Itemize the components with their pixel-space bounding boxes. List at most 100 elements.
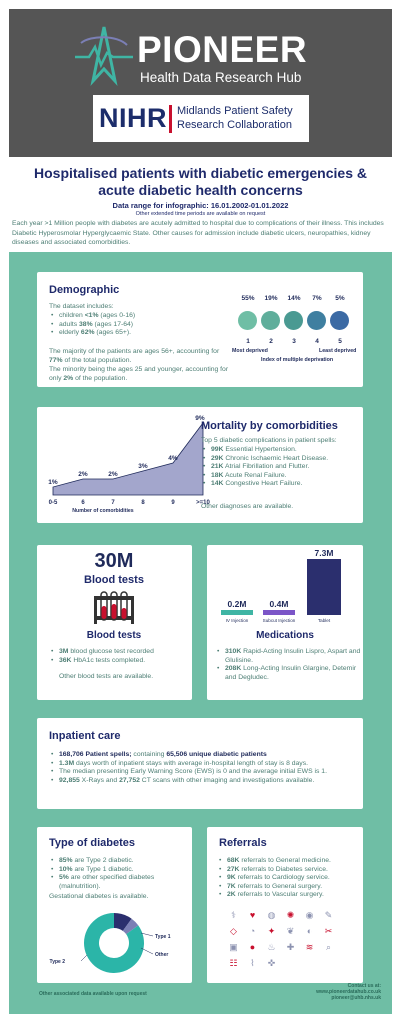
nihr-mark: NIHR <box>99 103 167 133</box>
comorbidity-tick-label: >=10 <box>196 500 210 506</box>
blood-tests-total: 30M <box>94 550 134 572</box>
medications-heading: Medications <box>256 630 314 641</box>
lungs-icon: ❦ <box>286 926 295 936</box>
mortality-item: 18K Acute Renal Failure. <box>201 472 359 481</box>
deprivation-percent: 55% <box>241 295 255 302</box>
brain-icon: ✺ <box>286 910 295 920</box>
deprivation-circle <box>284 311 303 330</box>
mortality-list: 99K Essential Hypertension. 29K Chronic … <box>201 446 359 489</box>
inpatient-item: 92,855 X-Rays and 27,752 CT scans with o… <box>49 777 359 786</box>
eye-icon: ◉ <box>305 910 314 920</box>
demographic-list: children <1% (ages 0-16) adults 38% (age… <box>49 312 219 338</box>
medication-bar <box>221 610 253 615</box>
referral-item: 7K referrals to General surgery. <box>217 883 361 892</box>
medication-item: 310K Rapid-Acting Insulin Lispro, Aspart… <box>215 648 361 665</box>
donut-label: Other <box>155 952 168 958</box>
inpatient-item: 1.3M days worth of inpatient stays with … <box>49 760 359 769</box>
intro-text: Each year >1 Million people with diabete… <box>12 220 384 246</box>
medication-item: 208K Long-Acting Insulin Glargine, Detem… <box>215 665 361 682</box>
deprivation-percent: 14% <box>287 295 301 302</box>
deprivation-circle <box>330 311 349 330</box>
comorbidity-data-label: 1% <box>48 479 58 486</box>
pioneer-logo-icon <box>75 26 133 87</box>
referrals-list: 68K referrals to General medicine. 27K r… <box>217 857 361 900</box>
diabetes-type-slice <box>122 918 139 935</box>
medications-card: 0.2M IV Injection 0.4M Subcut Injection 7.3M… <box>207 545 363 700</box>
deprivation-circle <box>307 311 326 330</box>
referral-item: 68K referrals to General medicine. <box>217 857 361 866</box>
ambulance-icon: ✚ <box>286 942 295 952</box>
comorbidity-x-label: Number of comorbidities <box>72 508 134 514</box>
medication-bar-value: 0.4M <box>269 599 289 609</box>
inpatient-card: Inpatient care 168,706 Patient spells; c… <box>37 718 363 809</box>
pioneer-logo: PIONEER Health Data Research Hub <box>9 23 392 87</box>
comorbidity-data-label: 4% <box>168 455 178 462</box>
droplet-icon: ● <box>249 942 256 952</box>
mortality-item: 99K Essential Hypertension. <box>201 446 359 455</box>
demographic-includes: The dataset includes: <box>49 303 114 310</box>
date-range: Data range for infographic: 16.01.2002-0… <box>112 201 289 210</box>
mortality-item: 14K Congestive Heart Failure. <box>201 480 359 489</box>
page-title: Hospitalised patients with diabetic emer… <box>34 165 367 198</box>
deprivation-rank: 2 <box>269 338 273 345</box>
donut-label: Type 2 <box>50 959 66 965</box>
deprivation-rank: 4 <box>315 338 319 345</box>
medication-bar <box>307 559 341 615</box>
syringe-icon: ✎ <box>324 910 333 920</box>
donut-label: Type 1 <box>155 934 171 940</box>
contact-email[interactable]: pioneer@uhb.nhs.uk <box>331 995 381 1001</box>
medication-bar-label: IV Injection <box>225 618 249 623</box>
bone-icon: ✦ <box>267 926 276 936</box>
demographic-note-majority: The majority of the patients are ages 56… <box>49 348 220 364</box>
inpatient-list: 168,706 Patient spells; containing 65,50… <box>49 751 359 785</box>
deprivation-percent: 19% <box>264 295 278 302</box>
blood-tests-list: 3M blood glucose test recorded 36K HbA1c… <box>49 648 189 665</box>
demographic-heading: Demographic <box>49 284 120 296</box>
tooth-icon: ◇ <box>230 926 237 936</box>
comorbidity-tick-label: 7 <box>111 500 115 506</box>
blood-tests-big-label: Blood tests <box>84 574 144 586</box>
ear-icon: ◔ <box>249 926 256 936</box>
donut-leader-line <box>140 932 154 937</box>
mortality-item: 21K Atrial Fibrillation and Flutter. <box>201 463 359 472</box>
demographic-item: children <1% (ages 0-16) <box>49 312 219 321</box>
contact-website[interactable]: www.pioneerdatahub.co.uk <box>316 989 381 995</box>
diabetes-type-slice <box>114 913 132 931</box>
blood-test-item: 36K HbA1c tests completed. <box>49 657 189 666</box>
mortality-intro: Top 5 diabetic complications in patient … <box>201 437 337 444</box>
nihr-name: Midlands Patient Safety Research Collabo… <box>177 105 293 131</box>
date-range-note: Other extended time periods are availabl… <box>135 211 266 217</box>
donut-leader-line <box>80 954 88 962</box>
bandage-icon: ✜ <box>267 958 276 968</box>
diabetes-type-slice <box>84 913 144 973</box>
diabetes-type-heading: Type of diabetes <box>49 837 135 849</box>
comorbidity-tick-label: 8 <box>141 500 145 506</box>
brand-title: PIONEER <box>137 29 308 70</box>
diabetes-type-item: 5% are other specified diabetes (malnutr… <box>49 874 189 891</box>
medication-bar-label: Tablet <box>317 618 331 623</box>
nihr-logo: NIHR Midlands Patient Safety Research Co… <box>93 95 309 142</box>
inpatient-item: 168,706 Patient spells; containing 65,50… <box>49 751 359 760</box>
thermometer-icon: ⌇ <box>250 958 255 968</box>
referrals-card: Referrals 68K referrals to General medic… <box>207 827 363 983</box>
deprivation-rank: 5 <box>338 338 342 345</box>
xray-icon: ▣ <box>229 942 238 952</box>
least-deprived-label: Least deprived <box>319 348 357 354</box>
comorbidity-tick-label: 9 <box>171 500 175 506</box>
specialty-icons-grid: ⚕ ♥ ◍ ✺ ◉ ✎ ◇ ◔ ✦ ❦ ◐ ✂ ▣ ● ♨ ✚ ≋ ⌕ ☷ ⌇ ✜ <box>227 909 347 970</box>
blood-tests-card: 30M Blood tests Blood tests 3M blood glu… <box>37 545 192 700</box>
demographic-item: adults 38% (ages 17-64) <box>49 321 219 330</box>
comorbidity-area <box>52 421 204 496</box>
footer-note: Other associated data available upon req… <box>39 991 147 997</box>
referral-item: 27K referrals to Diabetes service. <box>217 866 361 875</box>
blood-tests-heading: Blood tests <box>86 630 142 641</box>
referrals-heading: Referrals <box>219 837 267 849</box>
dna-icon: ≋ <box>305 942 314 952</box>
referral-item: 9K referrals to Cardiology service. <box>217 874 361 883</box>
medication-bar-label: Subcut Injection <box>262 618 296 623</box>
mortality-item: 29K Chronic Ischaemic Heart Disease. <box>201 455 359 464</box>
deprivation-percent: 5% <box>335 295 345 302</box>
nihr-divider <box>169 105 172 133</box>
demographic-card: Demographic The dataset includes: childr… <box>37 272 363 387</box>
diabetes-type-donut-chart: Type 2 Type 1 Other <box>50 913 171 973</box>
